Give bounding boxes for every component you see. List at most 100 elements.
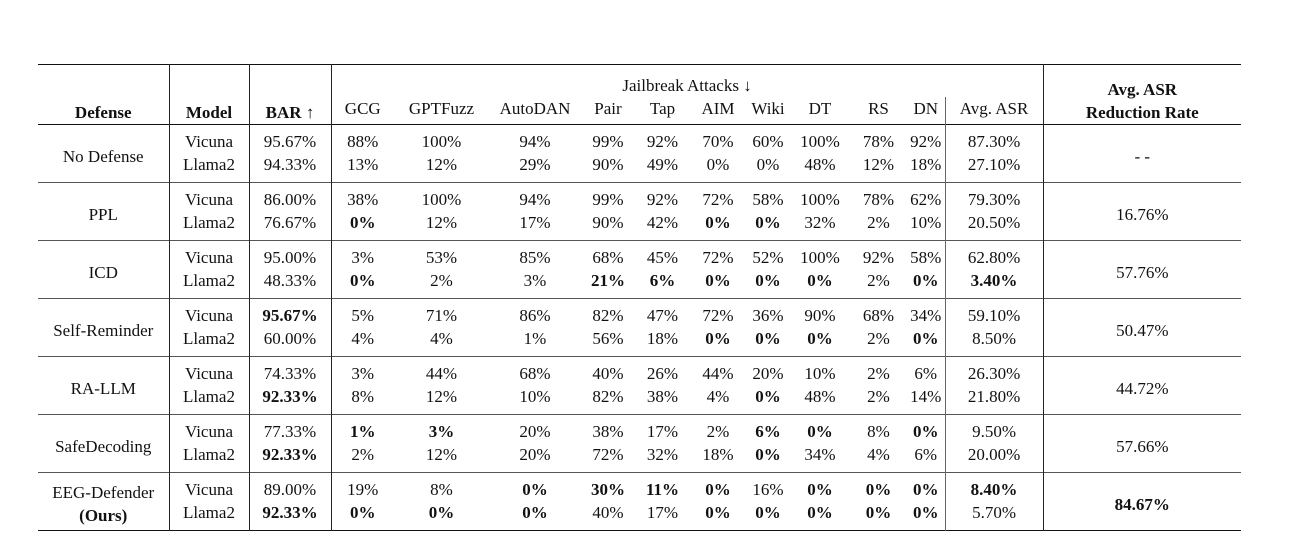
- asr-aim-value: 0%: [705, 271, 731, 290]
- asr-dn: 6%: [914, 364, 938, 383]
- asr-dt: 0%: [790, 473, 850, 502]
- asr-tap: 32%: [646, 445, 679, 464]
- asr-gcg: 1%: [330, 414, 394, 443]
- asr-autodan-value: 0%: [522, 480, 548, 499]
- asr-pair: 99%: [592, 190, 624, 209]
- avg-asr-value: 20.00%: [944, 443, 1044, 473]
- asr-gptfuzz: 71%: [425, 306, 458, 325]
- asr-aim-value: 0%: [705, 329, 731, 348]
- defense-group: RA-LLM Vicuna 74.33% 3% 44% 68% 40% 26% 44% 20% 10…: [38, 356, 1241, 415]
- asr-pair: 40%: [592, 503, 624, 522]
- table-row: Llama2 94.33% 13% 12% 29% 90% 49% 0% 0% 48% 12% 18%…: [38, 153, 1241, 183]
- model-name: Llama2: [168, 211, 249, 241]
- asr-tap: 17%: [646, 503, 679, 522]
- bar-value-value: 92.33%: [262, 387, 318, 406]
- asr-rs: 8%: [867, 422, 890, 441]
- asr-tap: 49%: [646, 155, 679, 174]
- header-reduction-line1: Avg. ASR: [1107, 80, 1178, 99]
- header-attack-aim: AIM: [701, 99, 735, 118]
- header-model: Model: [168, 64, 249, 125]
- asr-dt: 48%: [804, 387, 836, 406]
- avg-asr-value: 5.70%: [944, 501, 1044, 531]
- asr-gptfuzz: 3%: [394, 415, 489, 444]
- model-name: Llama2: [168, 385, 249, 415]
- asr-wiki: 52%: [752, 248, 784, 267]
- asr-gcg: 88%: [330, 124, 394, 153]
- asr-rs: 0%: [850, 501, 907, 531]
- asr-gptfuzz-value: 0%: [428, 503, 455, 522]
- asr-pair: 82%: [592, 387, 624, 406]
- asr-wiki: 36%: [752, 306, 784, 325]
- asr-rs: 78%: [862, 132, 895, 151]
- asr-dn: 0%: [907, 327, 945, 357]
- avg-asr-value: 27.10%: [944, 153, 1044, 183]
- asr-gptfuzz: 12%: [425, 213, 458, 232]
- asr-gcg: 3%: [330, 356, 394, 385]
- asr-aim: 0%: [706, 155, 730, 174]
- header-bar: BAR ↑: [248, 64, 331, 125]
- avg-asr-value: 26.30%: [944, 356, 1044, 385]
- defense-name: ICD: [88, 262, 118, 282]
- asr-gcg-value: 1%: [350, 422, 376, 441]
- asr-dt: 32%: [804, 213, 836, 232]
- bar-value: 94.33%: [248, 153, 331, 183]
- table-row: Llama2 92.33% 2% 12% 20% 72% 32% 18% 0% 34% 4% 6% 20…: [38, 443, 1241, 473]
- asr-gptfuzz: 100%: [421, 132, 462, 151]
- asr-rs-value: 0%: [865, 503, 892, 522]
- table-row: SafeDecoding Vicuna 77.33% 1% 3% 20% 38% 17% 2% 6…: [38, 414, 1241, 473]
- bar-value: 48.33%: [248, 269, 331, 299]
- asr-dt: 0%: [790, 501, 850, 531]
- defense-name: No Defense: [62, 146, 144, 166]
- asr-gptfuzz: 4%: [430, 329, 453, 348]
- table-row: Llama2 76.67% 0% 12% 17% 90% 42% 0% 0% 32% 2% 10% 20…: [38, 211, 1241, 241]
- asr-tap: 26%: [646, 364, 679, 383]
- asr-pair: 38%: [592, 422, 624, 441]
- avg-asr-value: 62.80%: [944, 240, 1044, 269]
- asr-dn: 58%: [910, 248, 942, 267]
- bar-value: 76.67%: [248, 211, 331, 241]
- bar-value: 95.00%: [248, 240, 331, 269]
- avg-asr-value-value: 3.40%: [970, 271, 1018, 290]
- table-row: Llama2 48.33% 0% 2% 3% 21% 6% 0% 0% 0% 2% 0% 3.40%: [38, 269, 1241, 299]
- asr-wiki: 0%: [756, 155, 780, 174]
- asr-autodan: 3%: [523, 271, 547, 290]
- asr-pair-value: 21%: [591, 271, 625, 290]
- header-attack-gcg: GCG: [330, 97, 394, 125]
- asr-gcg: 3%: [330, 240, 394, 269]
- asr-autodan-value: 0%: [522, 503, 548, 522]
- asr-dt: 34%: [804, 445, 836, 464]
- avg-asr-value: 79.30%: [944, 182, 1044, 211]
- asr-autodan: 20%: [519, 422, 551, 441]
- header-attack-autodan: AutoDAN: [499, 99, 571, 118]
- defense-name: PPL: [88, 204, 118, 224]
- bar-value-value: 92.33%: [262, 445, 318, 464]
- header-attack-dt: DT: [808, 99, 832, 118]
- asr-pair: 99%: [592, 132, 624, 151]
- model-name: Vicuna: [168, 182, 249, 211]
- asr-tap: 38%: [646, 387, 679, 406]
- avg-asr-value: 9.50%: [944, 414, 1044, 443]
- reduction-rate: 57.66%: [1042, 414, 1241, 473]
- asr-aim: 0%: [690, 473, 746, 502]
- asr-autodan: 94%: [519, 190, 551, 209]
- results-table: Defense Model BAR ↑ Jailbreak Attacks ↓ …: [38, 64, 1241, 531]
- header-attack-rs: RS: [868, 99, 889, 118]
- bar-value: 95.67%: [248, 298, 331, 327]
- asr-pair: 56%: [592, 329, 624, 348]
- asr-autodan: 10%: [519, 387, 551, 406]
- model-name: Vicuna: [168, 414, 249, 443]
- table-row: PPL Vicuna 86.00% 38% 100% 94% 99% 92% 72% 58% 100…: [38, 182, 1241, 241]
- asr-gptfuzz: 0%: [394, 501, 489, 531]
- asr-rs: 2%: [867, 271, 890, 290]
- defense-name: RA-LLM: [70, 378, 136, 398]
- asr-wiki: 0%: [746, 269, 790, 299]
- header-attack-tap: Tap: [649, 99, 676, 118]
- asr-gptfuzz: 8%: [430, 480, 453, 499]
- table-row: Self-Reminder Vicuna 95.67% 5% 71% 86% 82% 47% 7…: [38, 298, 1241, 357]
- asr-wiki: 20%: [752, 364, 784, 383]
- asr-aim: 4%: [706, 387, 730, 406]
- header-attack-dn: DN: [913, 99, 939, 118]
- header-defense: Defense: [74, 103, 132, 122]
- asr-autodan: 0%: [489, 501, 581, 531]
- header-reduction-line2: Reduction Rate: [1085, 103, 1199, 122]
